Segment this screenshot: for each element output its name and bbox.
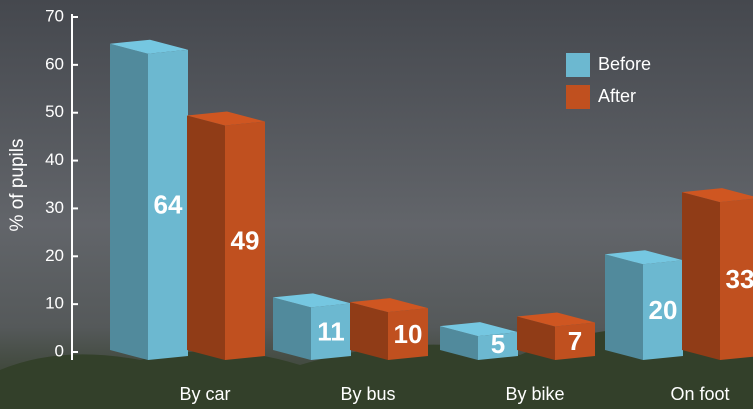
y-tick-label: 50 [45,102,64,121]
bar [517,313,595,361]
value-label: 5 [491,329,505,359]
bar-side [187,116,225,361]
value-label: 49 [231,226,260,256]
legend-label: Before [598,54,651,74]
legend-swatch [566,53,590,77]
value-label: 11 [317,317,345,347]
x-tick-label: By bike [505,384,564,404]
y-tick-label: 60 [45,54,64,73]
value-label: 7 [568,326,582,356]
value-label: 10 [394,319,423,349]
y-tick-label: 10 [45,294,64,313]
bar-side [350,302,388,360]
legend-swatch [566,85,590,109]
bar-side [273,297,311,360]
bar-side [682,192,720,360]
value-label: 20 [649,295,678,325]
x-tick-label: By bus [340,384,395,404]
bar-side [605,254,643,360]
chart: % of pupils 0 10 20 30 40 50 60 70 By car 64 49 By … [0,0,753,409]
y-tick-label: 70 [45,6,64,25]
value-label: 64 [154,190,183,220]
bar-side [110,44,148,360]
y-tick-label: 40 [45,150,64,169]
y-tick-label: 20 [45,246,64,265]
y-axis-label: % of pupils [7,139,28,232]
legend-label: After [598,86,636,106]
x-tick-label: By car [179,384,230,404]
value-label: 33 [726,264,753,294]
y-tick-label: 30 [45,198,64,217]
x-tick-label: On foot [670,384,729,404]
y-tick-label: 0 [55,341,64,360]
